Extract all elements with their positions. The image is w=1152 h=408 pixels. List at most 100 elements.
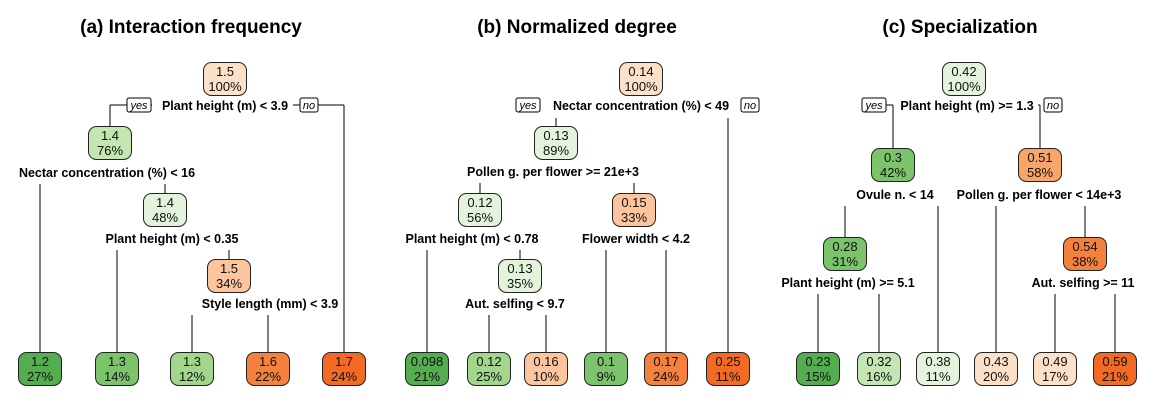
node-value: 1.5	[220, 261, 238, 276]
node-value: 1.6	[259, 354, 277, 369]
panel-c-title: (c) Specialization	[882, 17, 1037, 38]
panel-c-yes-marker: yes	[861, 97, 887, 113]
panel-a-split-label: Style length (mm) < 3.9	[202, 297, 339, 311]
node-percent: 9%	[597, 369, 616, 384]
svg-text:no: no	[303, 100, 315, 112]
panel-a-tree-node: 1.724%	[322, 352, 366, 386]
node-percent: 38%	[1072, 254, 1098, 269]
node-percent: 100%	[947, 79, 981, 94]
node-percent: 89%	[543, 143, 569, 158]
node-percent: 21%	[414, 369, 440, 384]
node-percent: 11%	[925, 369, 950, 384]
node-value: 0.3	[884, 150, 902, 165]
node-value: 0.51	[1027, 150, 1052, 165]
node-percent: 34%	[216, 276, 242, 291]
node-value: 1.5	[216, 64, 234, 79]
panel-b-split-label: Flower width < 4.2	[582, 232, 690, 246]
panel-a-tree-node: 1.534%	[207, 259, 251, 293]
panel-c-no-marker: no	[1043, 97, 1063, 113]
panel-b-split-label: Nectar concentration (%) < 49	[553, 99, 729, 113]
panel-c-split-label: Plant height (m) >= 1.3	[900, 99, 1033, 113]
node-percent: 11%	[715, 369, 740, 384]
panel-b-tree-node: 0.19%	[584, 352, 628, 386]
node-percent: 16%	[866, 369, 892, 384]
node-value: 0.12	[476, 354, 501, 369]
panel-c-split-label: Ovule n. < 14	[856, 188, 934, 202]
node-percent: 14%	[104, 369, 130, 384]
node-value: 1.3	[108, 354, 126, 369]
node-value: 0.098	[411, 354, 444, 369]
node-value: 0.13	[543, 128, 568, 143]
panel-a-split-label: Plant height (m) < 0.35	[105, 232, 238, 246]
node-percent: 35%	[507, 276, 533, 291]
svg-text:no: no	[1047, 100, 1059, 112]
node-value: 1.7	[335, 354, 353, 369]
node-percent: 10%	[533, 369, 559, 384]
panel-a-tree-node: 1.312%	[170, 352, 214, 386]
panel-a-tree-node: 1.314%	[95, 352, 139, 386]
tree-edges	[39, 104, 1116, 352]
node-value: 1.2	[31, 354, 49, 369]
node-percent: 76%	[97, 143, 123, 158]
node-percent: 48%	[152, 210, 178, 225]
svg-text:yes: yes	[518, 100, 537, 112]
node-value: 1.4	[101, 128, 119, 143]
node-value: 0.43	[983, 354, 1008, 369]
panel-a-no-marker: no	[299, 97, 319, 113]
node-value: 1.3	[183, 354, 201, 369]
node-value: 1.4	[156, 195, 174, 210]
panel-b-no-marker: no	[740, 97, 760, 113]
node-percent: 20%	[983, 369, 1009, 384]
panel-c-split-label: Aut. selfing >= 11	[1032, 276, 1135, 290]
node-percent: 58%	[1027, 165, 1053, 180]
svg-text:yes: yes	[864, 100, 883, 112]
node-value: 0.42	[951, 64, 976, 79]
node-value: 0.32	[866, 354, 891, 369]
panel-b-split-label: Aut. selfing < 9.7	[465, 297, 565, 311]
node-value: 0.14	[628, 64, 653, 79]
node-percent: 42%	[880, 165, 906, 180]
node-value: 0.59	[1102, 354, 1127, 369]
panel-b-yes-marker: yes	[515, 97, 541, 113]
node-percent: 22%	[255, 369, 281, 384]
panel-c-tree-node: 0.342%	[871, 148, 915, 182]
node-value: 0.23	[805, 354, 830, 369]
svg-text:no: no	[744, 100, 756, 112]
node-percent: 12%	[179, 369, 205, 384]
node-percent: 24%	[331, 369, 357, 384]
panel-a-split-label: Plant height (m) < 3.9	[162, 99, 288, 113]
node-value: 0.1	[597, 354, 615, 369]
node-value: 0.15	[621, 195, 646, 210]
node-percent: 25%	[476, 369, 502, 384]
yes-no-markers: yes no yes no yes no	[126, 97, 1063, 113]
panel-a-yes-marker: yes	[126, 97, 152, 113]
node-percent: 24%	[653, 369, 679, 384]
node-percent: 27%	[27, 369, 53, 384]
panel-c-split-label: Pollen g. per flower < 14e+3	[957, 188, 1122, 202]
node-percent: 100%	[208, 79, 242, 94]
split-labels: Plant height (m) < 3.9 Nectar concentrati…	[19, 99, 1134, 311]
node-percent: 33%	[621, 210, 647, 225]
node-percent: 31%	[832, 254, 858, 269]
panel-b-split-label: Plant height (m) < 0.78	[405, 232, 538, 246]
node-percent: 100%	[624, 79, 658, 94]
svg-text:yes: yes	[129, 100, 148, 112]
node-percent: 17%	[1042, 369, 1068, 384]
tree-nodes: 1.5100%1.476%1.448%1.534%1.227%1.314%1.3…	[18, 62, 1137, 386]
